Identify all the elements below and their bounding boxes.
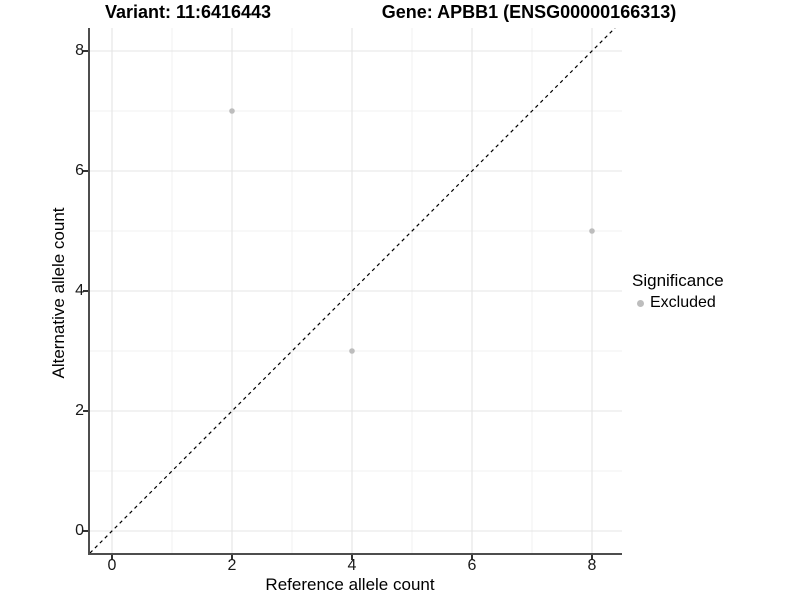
data-point <box>589 228 595 234</box>
y-axis-tick-mark <box>83 169 88 172</box>
legend-key-circle-icon <box>637 299 644 307</box>
x-axis-tick-label: 8 <box>587 557 597 574</box>
x-axis-tick-mark <box>111 555 113 560</box>
legend-entries: Excluded <box>632 294 724 312</box>
plot-title-gene: Gene: APBB1 (ENSG00000166313) <box>381 2 677 22</box>
data-point <box>349 348 355 354</box>
y-axis-tick-label: 0 <box>75 521 84 539</box>
x-axis-tick-label: 2 <box>227 557 237 574</box>
plot-canvas <box>90 28 622 553</box>
x-axis-tick-mark <box>591 555 593 560</box>
legend-entry-label: Excluded <box>650 294 716 311</box>
x-axis-tick-mark <box>231 555 233 560</box>
y-axis-title: Alternative allele count <box>49 207 68 379</box>
plot-panel <box>88 28 622 555</box>
x-axis-tick-mark <box>351 555 353 560</box>
x-axis-tick-label: 0 <box>107 557 117 574</box>
y-axis-tick-label: 4 <box>75 281 84 299</box>
x-axis-title: Reference allele count <box>265 575 435 594</box>
identity-reference-line <box>90 28 616 553</box>
x-axis-tick-label: 6 <box>467 557 477 574</box>
y-axis-tick-mark <box>83 529 88 532</box>
y-axis-tick-label: 6 <box>75 161 84 179</box>
legend-title: Significance <box>632 271 724 290</box>
legend-entry: Excluded <box>632 294 724 312</box>
data-point <box>229 108 235 114</box>
legend: Significance Excluded <box>632 271 724 312</box>
x-axis-tick-label: 4 <box>347 557 357 574</box>
plot-title-variant: Variant: 11:6416443 <box>104 2 272 22</box>
y-axis-tick-label: 8 <box>75 41 84 59</box>
y-axis-tick-label: 2 <box>75 401 84 419</box>
y-axis-tick-mark <box>83 49 88 52</box>
y-axis-tick-mark <box>83 409 88 412</box>
y-axis-tick-mark <box>83 289 88 292</box>
x-axis-tick-mark <box>471 555 473 560</box>
